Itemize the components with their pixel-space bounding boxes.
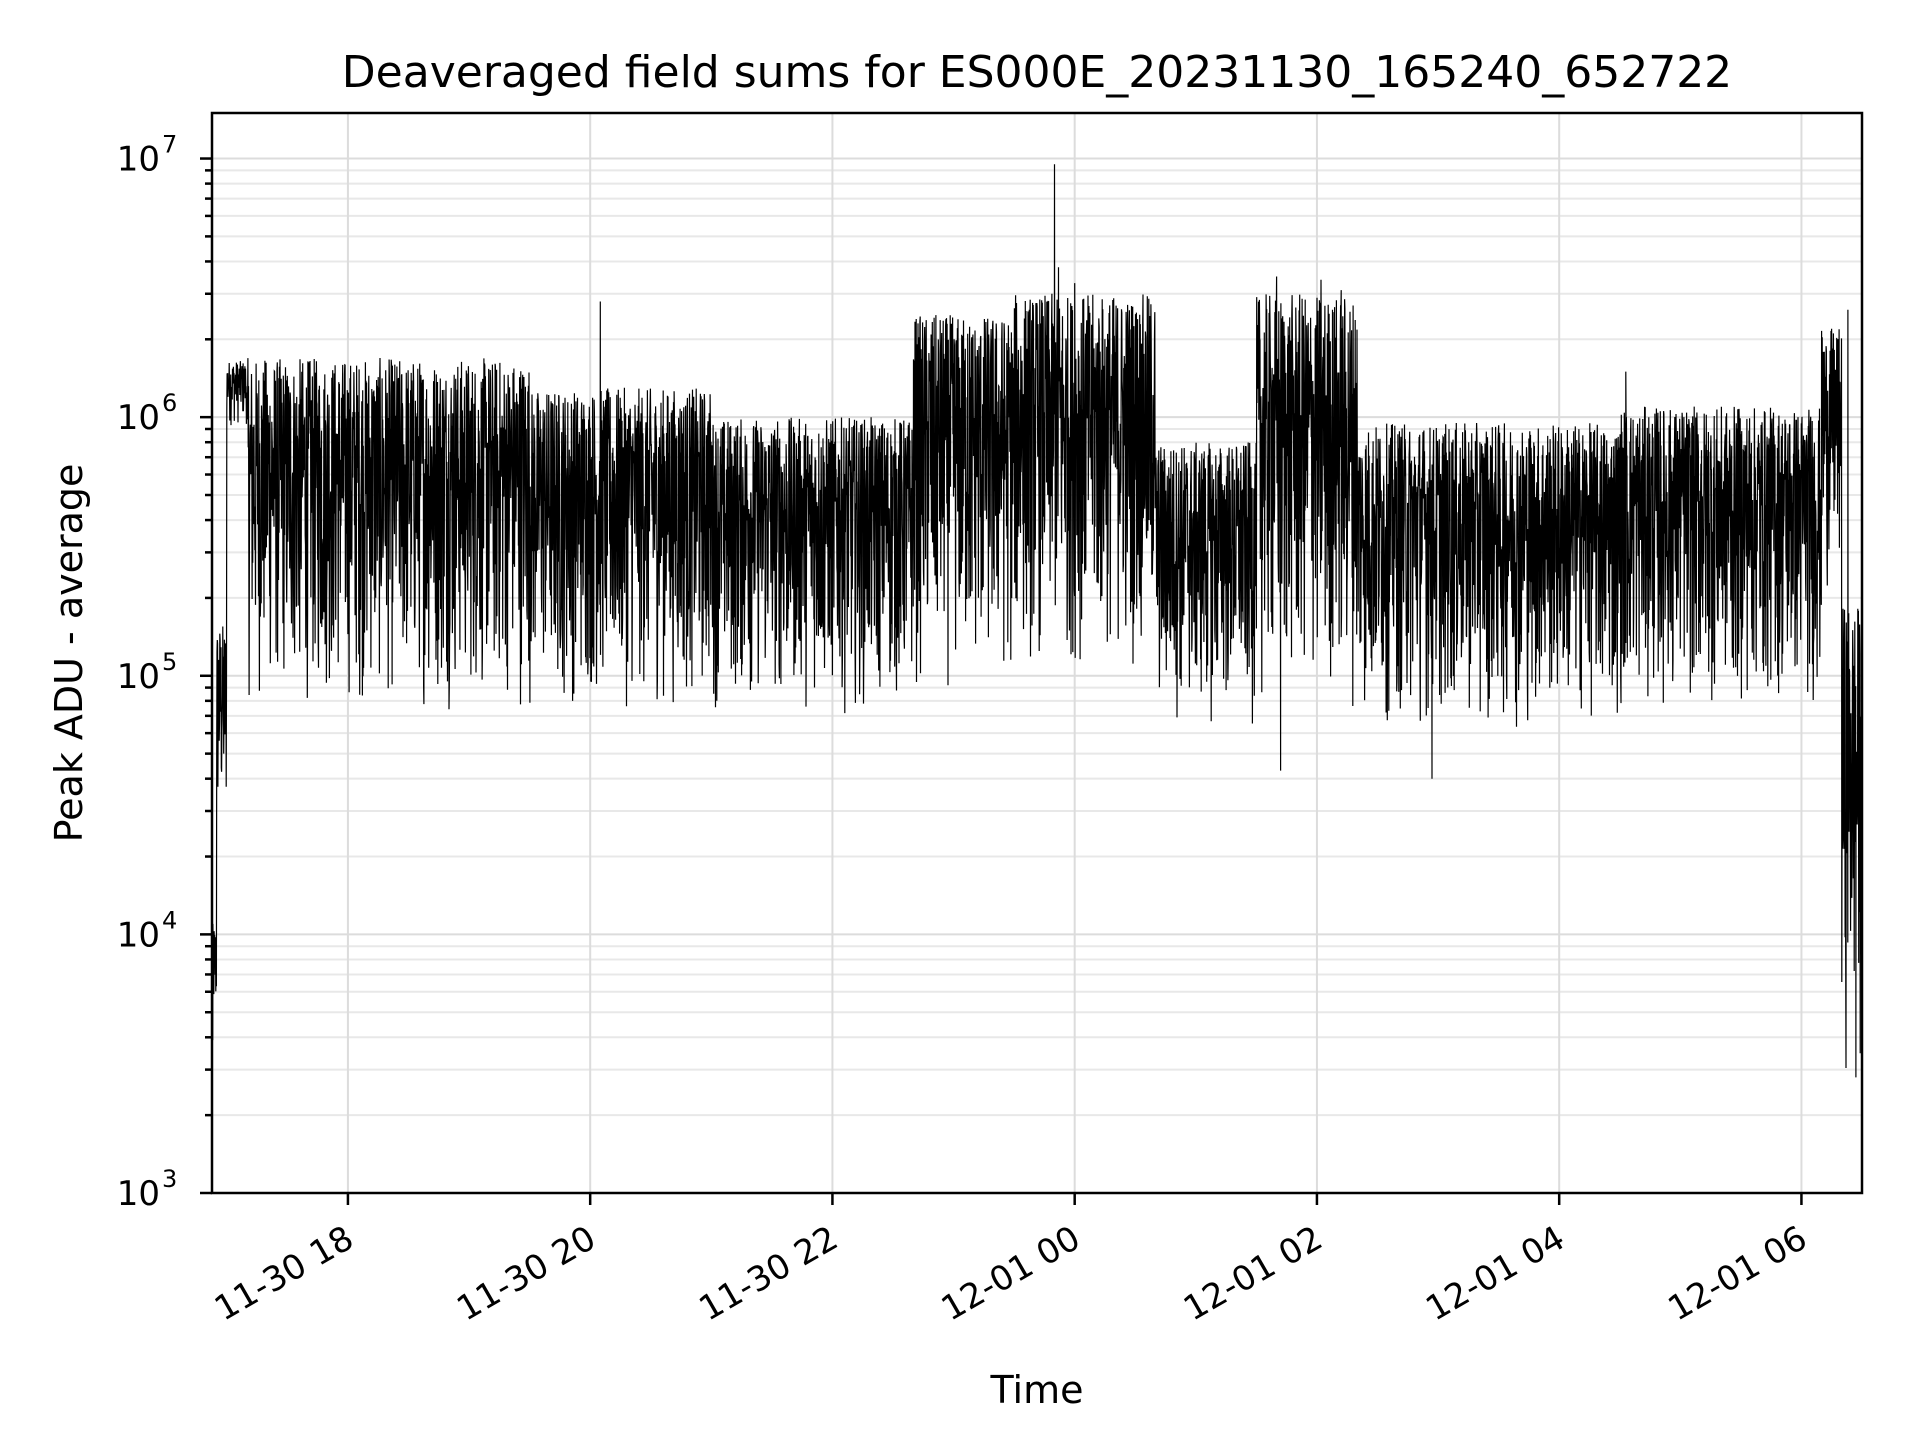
plot-frame — [210, 111, 1864, 1195]
y-tick-base: 10 — [117, 140, 160, 180]
y-tick-exponent: 5 — [162, 648, 177, 676]
y-tick-exponent: 7 — [162, 131, 177, 159]
y-tick-exponent: 6 — [162, 389, 177, 417]
y-tick-label: 10 — [117, 140, 160, 180]
y-tick-exponent: 3 — [162, 1165, 177, 1193]
y-tick-base: 10 — [117, 398, 160, 438]
y-tick-label: 10 — [117, 915, 160, 955]
y-tick-base: 10 — [117, 1174, 160, 1214]
series-line-0 — [211, 164, 1863, 1078]
series-layer — [211, 164, 1863, 1078]
y-axis-label: Peak ADU - average — [47, 464, 91, 843]
y-tick-label: 10 — [117, 398, 160, 438]
y-tick-base: 10 — [117, 915, 160, 955]
y-tick-label: 10 — [117, 657, 160, 697]
chart-title: Deaveraged field sums for ES000E_2023113… — [342, 47, 1732, 98]
x-axis-label: Time — [990, 1368, 1084, 1412]
y-tick-base: 10 — [117, 657, 160, 697]
y-tick-exponent: 4 — [162, 906, 177, 934]
y-tick-label: 10 — [117, 1174, 160, 1214]
